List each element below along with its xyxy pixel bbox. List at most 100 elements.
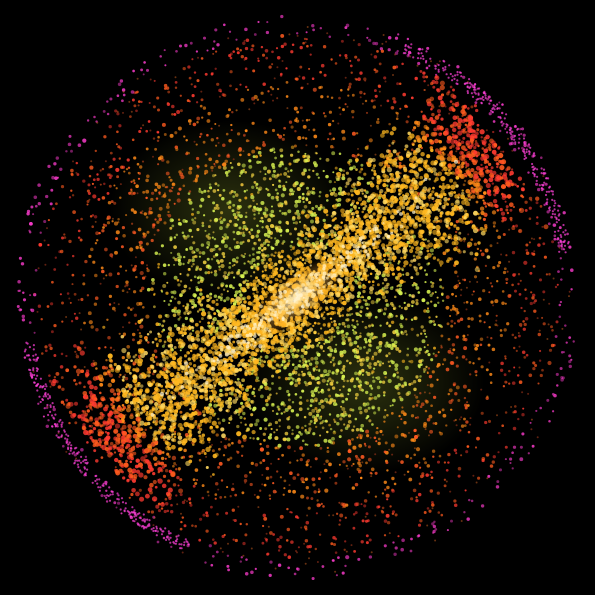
- particle: [98, 231, 101, 235]
- particle: [316, 503, 321, 508]
- particle: [280, 402, 284, 406]
- particle: [71, 273, 75, 277]
- particle: [306, 458, 311, 463]
- particle: [301, 453, 305, 457]
- particle: [542, 242, 546, 246]
- particle: [408, 382, 412, 386]
- particle: [266, 21, 269, 24]
- particle: [163, 133, 167, 136]
- particle: [412, 405, 415, 408]
- particle: [256, 262, 260, 266]
- particle: [257, 57, 260, 60]
- particle: [404, 365, 409, 370]
- particle: [277, 273, 282, 278]
- particle: [373, 55, 378, 59]
- particle: [352, 39, 355, 42]
- particle: [403, 264, 406, 268]
- particle: [375, 346, 380, 350]
- particle: [190, 319, 195, 323]
- particle: [245, 189, 249, 192]
- particle: [217, 488, 220, 491]
- particle: [59, 167, 63, 171]
- particle: [499, 368, 504, 372]
- particle: [136, 301, 141, 306]
- particle: [265, 225, 269, 229]
- particle: [141, 212, 144, 215]
- particle: [211, 554, 215, 558]
- particle: [497, 146, 501, 150]
- particle: [360, 540, 364, 544]
- particle: [229, 56, 233, 60]
- particle: [512, 411, 515, 414]
- particle: [218, 217, 222, 221]
- particle: [506, 322, 510, 326]
- particle: [281, 60, 284, 62]
- particle: [329, 360, 333, 364]
- particle: [511, 467, 514, 470]
- particle: [70, 168, 74, 173]
- particle: [341, 136, 346, 141]
- particle: [80, 470, 83, 474]
- particle: [179, 172, 184, 177]
- particle: [171, 224, 175, 228]
- particle: [285, 220, 289, 225]
- particle: [317, 337, 322, 341]
- particle: [386, 321, 389, 324]
- particle: [275, 47, 279, 50]
- particle: [148, 210, 151, 213]
- particle: [241, 163, 246, 168]
- particle: [94, 149, 97, 153]
- particle: [228, 54, 232, 58]
- particle: [125, 167, 129, 171]
- particle: [119, 373, 122, 377]
- particle: [406, 37, 410, 41]
- particle: [388, 261, 392, 265]
- particle: [405, 120, 409, 124]
- particle: [121, 99, 124, 103]
- particle: [511, 250, 516, 255]
- particle: [296, 237, 300, 241]
- particle: [364, 302, 369, 306]
- particle: [321, 565, 325, 568]
- particle: [157, 163, 160, 166]
- particle: [348, 342, 353, 347]
- particle: [207, 311, 211, 315]
- particle: [59, 293, 62, 296]
- particle: [200, 450, 204, 455]
- particle: [374, 41, 379, 46]
- particle: [273, 431, 276, 434]
- particle: [312, 169, 315, 173]
- particle: [473, 104, 477, 108]
- particle: [505, 254, 508, 257]
- particle: [400, 418, 403, 421]
- particle: [88, 198, 91, 201]
- particle: [365, 371, 368, 374]
- particle: [284, 167, 288, 171]
- particle: [146, 174, 150, 179]
- particle: [204, 164, 208, 168]
- particle: [432, 395, 437, 400]
- particle: [365, 534, 369, 538]
- particle: [61, 320, 64, 323]
- particle: [438, 132, 442, 137]
- particle: [519, 127, 522, 131]
- particle: [73, 378, 77, 382]
- particle: [292, 245, 296, 249]
- particle: [365, 111, 369, 114]
- particle: [188, 501, 192, 505]
- particle: [352, 526, 356, 530]
- particle: [153, 79, 156, 82]
- particle: [194, 481, 198, 486]
- particle: [270, 402, 275, 407]
- particle: [297, 546, 300, 549]
- particle: [269, 497, 272, 500]
- particle: [73, 453, 77, 457]
- particle: [383, 76, 387, 80]
- particle: [353, 384, 357, 388]
- particle: [211, 47, 215, 50]
- particle: [157, 266, 160, 269]
- particle: [293, 144, 297, 148]
- particle: [310, 390, 315, 394]
- particle: [179, 109, 183, 113]
- particle: [305, 463, 309, 467]
